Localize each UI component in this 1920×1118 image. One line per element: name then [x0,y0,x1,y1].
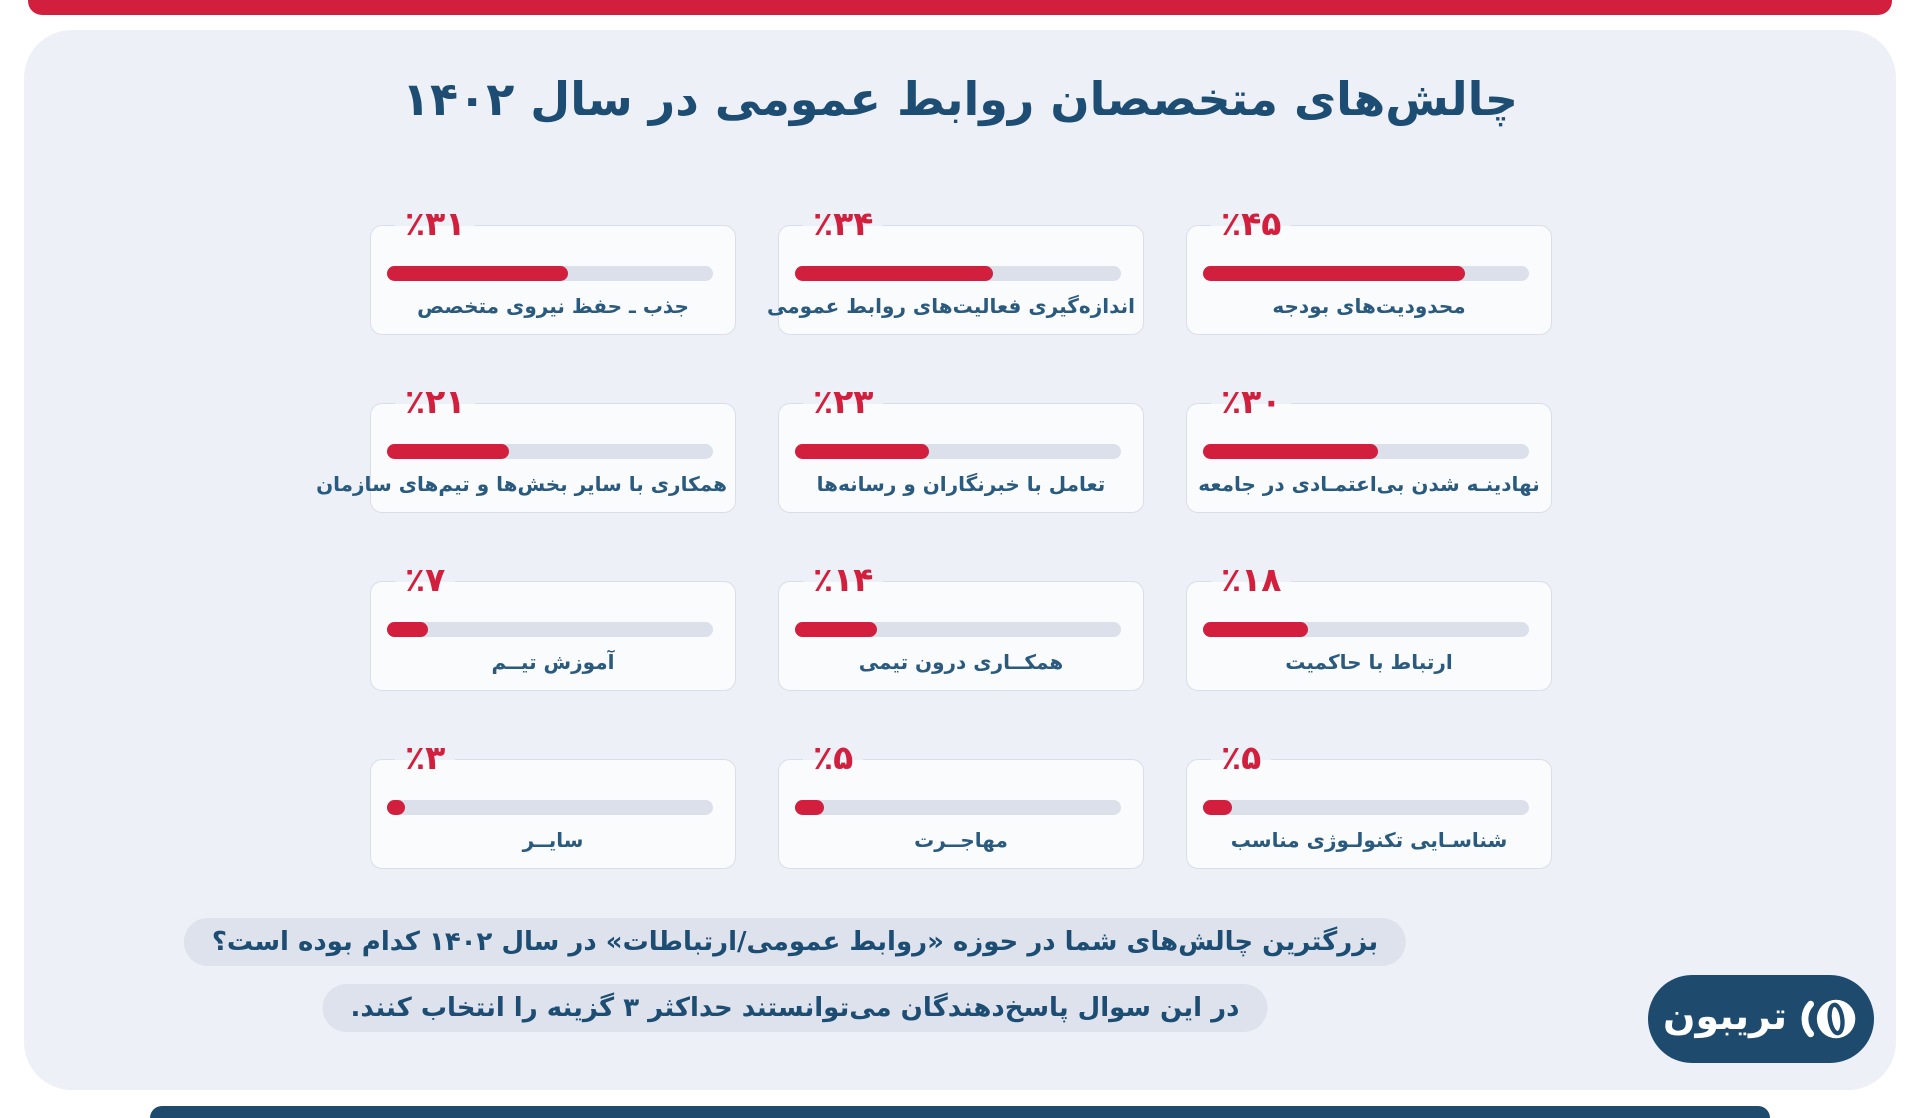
progress-fill [387,444,510,459]
progress-fill [795,800,824,815]
stat-card: ٪۳۴ اندازه‌گیری فعالیت‌های روابط عمومی [767,205,1144,335]
progress-fill [795,266,993,281]
progress-fill [1203,800,1232,815]
stat-label: همکاری با سایر بخش‌ها و تیم‌های سازمان [316,472,727,496]
stat-card: ٪۵ شناسـایی تکنولـوژی مناسب [1186,739,1552,869]
progress-fill [1203,622,1308,637]
stat-label: اندازه‌گیری فعالیت‌های روابط عمومی [767,294,1135,318]
progress-fill [387,800,405,815]
stat-card: ٪۳ سایــر [370,739,736,869]
progress-fill [1203,444,1378,459]
stat-label: تعامل با خبرنگاران و رسانه‌ها [816,472,1106,496]
progress-track [1203,800,1529,815]
stat-percent: ٪۷ [395,561,456,599]
stat-label: محدودیت‌های بودجه [1272,294,1466,318]
stat-card: ٪۷ آموزش تیــم [370,561,736,691]
progress-track [795,800,1121,815]
stat-percent: ٪۱۸ [1211,561,1292,599]
footnote-instruction: در این سوال پاسخ‌دهندگان می‌توانستند حدا… [322,984,1268,1032]
progress-track [795,266,1121,281]
stat-card: ٪۳۱ جذب ـ حفظ نیروی متخصص [370,205,736,335]
stat-label: نهادینـه شدن بی‌اعتمـادی در جامعه [1198,472,1540,496]
stat-card: ٪۴۵ محدودیت‌های بودجه [1186,205,1552,335]
stat-card: ٪۱۴ همکــاری درون تیمی [778,561,1144,691]
progress-fill [387,266,568,281]
progress-track [387,622,713,637]
stat-label: جذب ـ حفظ نیروی متخصص [417,294,689,318]
stat-label: ارتباط با حاکمیت [1285,650,1453,674]
stat-percent: ٪۵ [803,739,864,777]
stat-label: آموزش تیــم [491,650,615,674]
stat-percent: ٪۴۵ [1211,205,1292,243]
progress-track [1203,444,1529,459]
stat-label: مهاجــرت [914,828,1008,852]
progress-fill [1203,266,1466,281]
stat-card: ٪۱۸ ارتباط با حاکمیت [1186,561,1552,691]
stat-percent: ٪۲۳ [803,383,884,421]
progress-track [387,800,713,815]
progress-track [1203,266,1529,281]
stat-label: شناسـایی تکنولـوژی مناسب [1230,828,1508,852]
footnote-question: بزرگترین چالش‌های شما در حوزه «روابط عمو… [183,918,1407,966]
stat-card: ٪۲۱ همکاری با سایر بخش‌ها و تیم‌های سازم… [316,383,736,513]
stat-label: همکــاری درون تیمی [858,650,1064,674]
progress-track [387,266,713,281]
stat-percent: ٪۵ [1211,739,1272,777]
stat-label: سایــر [522,828,584,852]
stat-card: ٪۵ مهاجــرت [778,739,1144,869]
infographic-panel [24,30,1896,1090]
progress-track [795,444,1121,459]
logo-wordmark: تریبون [1663,994,1787,1038]
triboon-logo: تریبون [1648,975,1874,1063]
stat-percent: ٪۳۰ [1211,383,1292,421]
progress-track [387,444,713,459]
progress-fill [795,622,877,637]
progress-fill [387,622,428,637]
stat-percent: ٪۱۴ [803,561,884,599]
stat-card: ٪۲۳ تعامل با خبرنگاران و رسانه‌ها [778,383,1144,513]
stat-percent: ٪۳ [395,739,456,777]
bottom-navy-strip [150,1106,1770,1118]
progress-track [795,622,1121,637]
stat-percent: ٪۳۴ [803,205,884,243]
stat-percent: ٪۲۱ [395,383,476,421]
stat-percent: ٪۳۱ [395,205,476,243]
page-title: چالش‌های متخصصان روابط عمومی در سال ۱۴۰۲ [401,72,1519,126]
stat-card: ٪۳۰ نهادینـه شدن بی‌اعتمـادی در جامعه [1186,383,1552,513]
progress-track [1203,622,1529,637]
top-red-strip [28,0,1892,15]
speaker-lens-icon [1801,999,1856,1039]
stats-grid: ٪۴۵ محدودیت‌های بودجه ٪۳۴ اندازه‌گیری فع… [316,205,1552,869]
progress-fill [795,444,929,459]
